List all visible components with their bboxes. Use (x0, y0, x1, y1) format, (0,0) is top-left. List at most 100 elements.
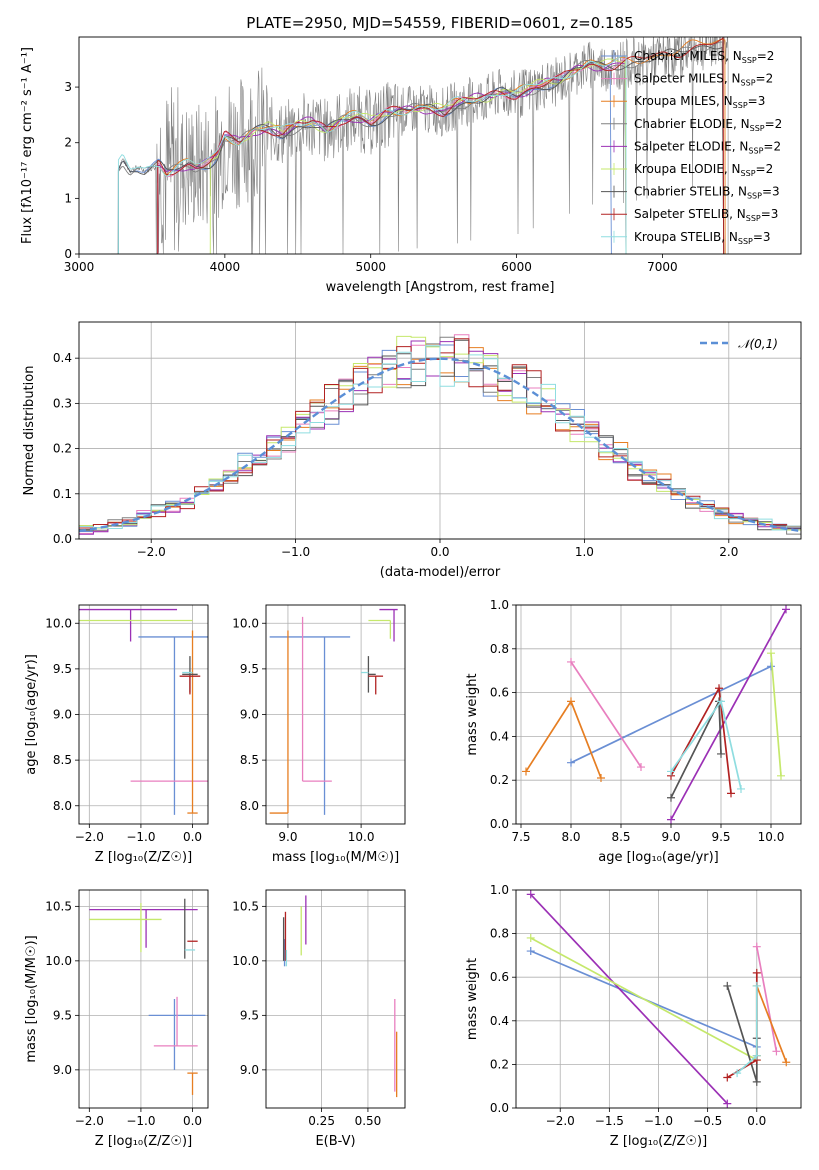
x-tick-label: −1.5 (595, 1114, 624, 1128)
y-tick-label: 8.5 (53, 753, 72, 767)
plus-marker (727, 789, 735, 798)
x-tick-label: 3000 (64, 260, 95, 274)
y-tick-label: 1 (64, 191, 72, 205)
x-tick-label: 4000 (210, 260, 241, 274)
x-tick-label: 0.50 (355, 1114, 382, 1128)
mass-weight-line (570, 661, 642, 768)
legend: Chabrier MILES, NSSP=2 Salpeter MILES, NS… (601, 49, 782, 246)
x-tick-label: −2.0 (75, 1114, 104, 1128)
y-tick-label: 9.0 (53, 1063, 72, 1077)
legend-label: Chabrier MILES, NSSP=2 (634, 49, 774, 65)
legend-label: Salpeter STELIB, NSSP=3 (634, 207, 778, 223)
x-axis-label: wavelength [Angstrom, rest frame] (326, 280, 555, 295)
plus-marker (767, 649, 775, 658)
model-fit-line (157, 62, 627, 254)
plus-marker (723, 1099, 732, 1108)
x-tick-label: 0.25 (308, 1114, 335, 1128)
x-tick-label: −1.0 (126, 1114, 155, 1128)
x-tick-label: 0.0 (183, 830, 202, 844)
model-fit-line (117, 55, 627, 254)
plus-marker (723, 1073, 732, 1082)
chart-title: PLATE=2950, MJD=54559, FIBERID=0601, z=0… (246, 14, 633, 32)
x-tick-label: 1.0 (575, 545, 594, 559)
mass-weight-line (530, 937, 758, 1061)
y-tick-label: 3 (64, 80, 72, 94)
plus-marker (567, 758, 575, 767)
model-fit-line (117, 41, 725, 254)
y-axis-label: Normed distribution (22, 366, 37, 496)
y-tick-label: 0.0 (490, 817, 509, 831)
axes-frame (265, 604, 406, 825)
mass-weight-line (755, 946, 778, 1052)
y-tick-label: 9.5 (53, 1008, 72, 1022)
y-tick-label: 10.0 (45, 616, 72, 630)
y-tick-label: 8.0 (240, 799, 259, 813)
x-tick-label: 7000 (647, 260, 678, 274)
plus-marker (782, 605, 790, 614)
axes-frame (78, 321, 802, 540)
y-tick-label: 9.5 (240, 1008, 259, 1022)
y-tick-label: 0.2 (53, 442, 72, 456)
y-tick-label: 8.0 (53, 799, 72, 813)
axes-frame (78, 36, 802, 255)
mass-weight-line (770, 653, 782, 776)
plus-marker (752, 1077, 761, 1086)
y-tick-label: 0.3 (53, 396, 72, 410)
x-axis-label: E(B-V) (315, 1134, 355, 1149)
plus-marker (777, 771, 785, 780)
x-tick-label: 5000 (355, 260, 386, 274)
plus-marker (667, 793, 675, 802)
mass-weight-line (525, 699, 602, 779)
plus-marker (752, 1051, 761, 1060)
panel-2: −2.0 −1.0 0.0 1.0 2.0 0.0 0.1 0.2 0.3 0.4 (data-mo… (22, 321, 802, 580)
x-tick-label: 9.5 (711, 830, 730, 844)
x-tick-label: 2.0 (719, 545, 738, 559)
x-tick-label: −2.0 (75, 830, 104, 844)
model-fit-line (209, 58, 627, 254)
axes-frame (515, 604, 802, 825)
y-tick-label: 0.2 (490, 773, 509, 787)
x-tick-label: −2.0 (137, 545, 166, 559)
x-tick-label: 0.0 (747, 1114, 766, 1128)
y-tick-label: 10.0 (232, 954, 259, 968)
legend-label: Chabrier ELODIE, NSSP=2 (634, 117, 782, 133)
panel-4: 9.0 10.0 8.0 8.5 9.0 9.5 10.0 mass [log₁₀(M/M☉)… (232, 604, 406, 865)
legend-label: Salpeter ELODIE, NSSP=2 (634, 139, 781, 155)
x-tick-label: −1.0 (281, 545, 310, 559)
plus-marker (667, 767, 675, 776)
y-tick-label: 0.8 (490, 642, 509, 656)
y-tick-label: 0.0 (53, 532, 72, 546)
y-axis-label: Flux [fλ10⁻¹⁷ erg cm⁻² s⁻¹ A⁻¹] (20, 47, 35, 244)
x-axis-label: Z [log₁₀(Z/Z☉)] (95, 850, 192, 865)
y-tick-label: 0.1 (53, 487, 72, 501)
plus-marker (737, 784, 745, 793)
y-tick-label: 2 (64, 136, 72, 150)
mass-weight-line (570, 665, 772, 764)
mass-weight-line (755, 985, 788, 1063)
y-axis-label: mass weight (465, 958, 480, 1040)
y-tick-label: 10.5 (45, 899, 72, 913)
mass-weight-line (726, 985, 758, 1083)
y-tick-label: 0.4 (53, 351, 72, 365)
x-tick-label: −0.5 (693, 1114, 722, 1128)
plus-marker (667, 815, 675, 824)
y-tick-label: 0.2 (490, 1057, 509, 1071)
y-tick-label: 10.0 (232, 616, 259, 630)
model-fit-line (117, 62, 612, 254)
axes-frame (515, 889, 802, 1109)
legend-label: Kroupa STELIB, NSSP=3 (634, 230, 771, 246)
y-tick-label: 8.5 (240, 753, 259, 767)
y-axis-label: age [log₁₀(age/yr)] (24, 654, 39, 775)
panel-3: −2.0 −1.0 0.0 8.0 8.5 9.0 9.5 10.0 Z [log₁₀(Z/Z☉… (24, 604, 209, 865)
y-tick-label: 1.0 (490, 883, 509, 897)
axes-frame (78, 889, 209, 1109)
y-tick-label: 9.0 (240, 708, 259, 722)
x-tick-label: 0.0 (430, 545, 449, 559)
x-tick-label: 8.5 (611, 830, 630, 844)
plus-marker (717, 749, 725, 758)
legend-label: Chabrier STELIB, NSSP=3 (634, 185, 780, 201)
x-axis-label: Z [log₁₀(Z/Z☉)] (610, 1134, 707, 1149)
plus-marker (717, 697, 725, 706)
legend-label: Salpeter MILES, NSSP=2 (634, 72, 773, 88)
